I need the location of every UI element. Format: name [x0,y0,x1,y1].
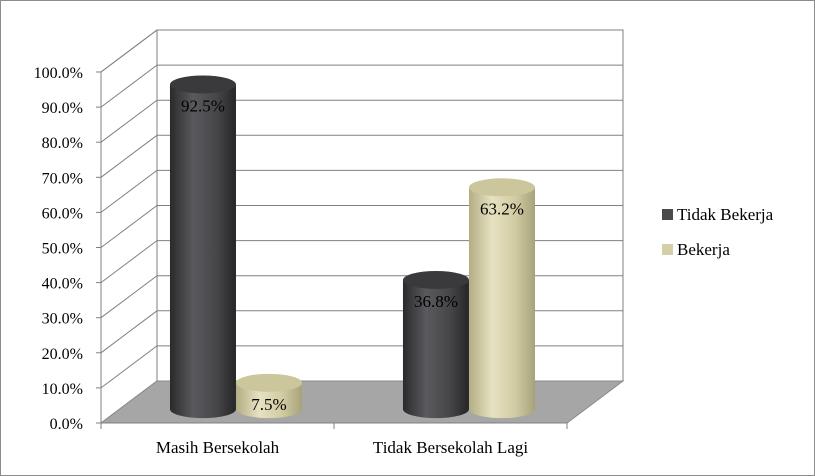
gridline [100,64,623,108]
bars [169,75,535,419]
legend-swatch [662,244,673,255]
bar-top [169,75,236,94]
bar-top [235,373,302,392]
gridline [100,134,623,178]
gridline [100,240,623,284]
bar-body [402,279,469,419]
category-label: Tidak Bersekolah Lagi [373,438,528,457]
y-tick-label: 70.0% [42,170,83,187]
gridline [100,275,623,319]
bar-bekerja [235,373,302,419]
data-label: 63.2% [480,199,524,218]
bar-top [468,178,535,197]
category-labels: Masih Bersekolah Tidak Bersekolah Lagi [156,438,528,457]
gridline [100,169,623,213]
y-tick-label: 40.0% [42,276,83,293]
y-tick-label: 10.0% [42,381,83,398]
bar-tidak-bekerja [169,75,236,419]
y-tick-label: 20.0% [42,346,83,363]
axes [96,71,568,429]
bar-tidak-bekerja [402,270,469,419]
y-tick-label: 80.0% [42,135,83,152]
legend-swatch [662,209,673,220]
y-tick-label: 90.0% [42,100,83,117]
legend-label: Bekerja [677,240,730,259]
legend-item: Bekerja [662,240,730,259]
data-labels: 92.5% 7.5% 36.8% 63.2% [181,96,524,413]
bar-body [468,187,535,419]
bar-top [402,270,469,289]
y-tick-label: 100.0% [34,65,83,82]
y-tick-label: 0.0% [50,416,83,433]
data-label: 92.5% [181,96,225,115]
bar-body [169,84,236,419]
gridline [100,99,623,143]
bar-body [235,382,302,419]
category-label: Masih Bersekolah [156,438,280,457]
data-label: 7.5% [251,395,286,414]
y-tick-labels: 0.0% 10.0% 20.0% 30.0% 40.0% 50.0% 60.0% 70.0% 8… [34,65,83,433]
y-tick-label: 60.0% [42,205,83,222]
data-label: 36.8% [414,292,458,311]
legend-label: Tidak Bekerja [677,205,774,224]
y-tick-label: 50.0% [42,241,83,258]
bar-bekerja [468,178,535,419]
legend: Tidak Bekerja Bekerja [662,205,774,259]
gridline [100,29,623,73]
y-tick-label: 30.0% [42,311,83,328]
gridline [100,205,623,248]
legend-item: Tidak Bekerja [662,205,774,224]
